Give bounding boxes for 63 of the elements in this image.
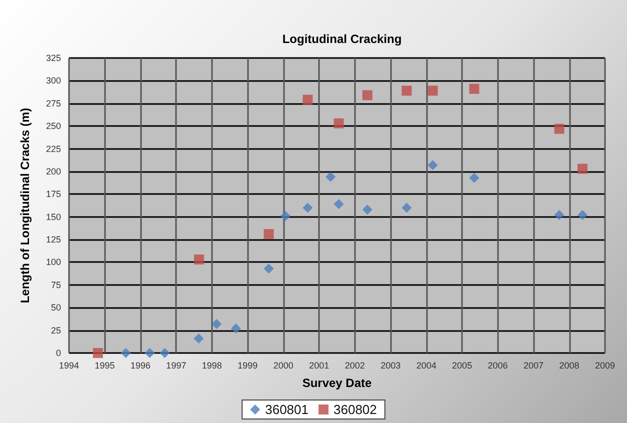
point <box>230 323 241 334</box>
y-tick-label: 225 <box>46 144 61 154</box>
point <box>469 84 480 94</box>
y-tick-label: 275 <box>46 98 61 108</box>
point <box>577 210 588 220</box>
x-tick-label: 2004 <box>416 360 436 370</box>
point <box>469 172 480 183</box>
chart-title: Logitudinal Cracking <box>282 32 402 46</box>
point <box>302 94 313 105</box>
x-tick-label: 2009 <box>594 360 616 370</box>
x-tick-label: 1995 <box>94 360 115 370</box>
x-axis-title: Survey Date <box>302 376 372 390</box>
x-tick-label: 2007 <box>524 360 544 370</box>
y-tick-label: 325 <box>46 53 61 63</box>
x-tick-label: 2003 <box>380 360 401 370</box>
point <box>334 199 344 210</box>
y-tick-label: 200 <box>46 166 61 176</box>
point <box>302 202 313 213</box>
point <box>280 210 291 221</box>
point <box>428 160 438 170</box>
point <box>212 318 222 329</box>
point <box>326 172 336 182</box>
point <box>554 124 564 134</box>
point <box>362 204 372 215</box>
y-tick-label: 75 <box>50 280 61 290</box>
point <box>194 254 204 265</box>
x-tick-label: 2008 <box>559 360 580 370</box>
point <box>264 264 274 274</box>
point <box>264 229 274 240</box>
x-tick-label: 1998 <box>202 360 222 370</box>
y-tick-label: 250 <box>46 121 61 132</box>
point <box>402 86 412 96</box>
point <box>577 164 588 174</box>
point <box>92 348 103 358</box>
point <box>194 333 204 344</box>
point <box>160 348 170 358</box>
x-tick-label: 2005 <box>452 360 472 370</box>
x-tick-label: 2006 <box>488 360 508 370</box>
point <box>120 348 131 358</box>
point <box>554 210 564 220</box>
legend-label: 360802 <box>334 402 377 417</box>
legend-label: 360801 <box>265 402 309 417</box>
x-tick-label: 2002 <box>344 360 365 370</box>
x-tick-label: 1997 <box>166 360 186 370</box>
x-tick-label: 1996 <box>130 360 150 370</box>
y-tick-label: 300 <box>46 76 61 86</box>
point <box>428 86 438 96</box>
point <box>144 348 155 358</box>
y-tick-label: 150 <box>46 212 61 222</box>
y-tick-label: 0 <box>56 348 61 358</box>
x-tick-label: 1999 <box>238 360 258 370</box>
point <box>402 202 412 213</box>
point <box>334 118 344 128</box>
y-tick-label: 175 <box>46 189 61 200</box>
point <box>362 90 372 100</box>
x-tick-label: 2001 <box>309 360 330 370</box>
y-axis-title: Length of Longitudinal Cracks (m) <box>18 108 32 304</box>
y-tick-label: 100 <box>46 257 61 268</box>
y-tick-label: 125 <box>46 234 61 245</box>
y-tick-label: 25 <box>50 325 61 336</box>
x-tick-label: 1994 <box>58 360 80 370</box>
y-tick-label: 50 <box>50 302 61 313</box>
x-tick-label: 2000 <box>273 360 294 370</box>
